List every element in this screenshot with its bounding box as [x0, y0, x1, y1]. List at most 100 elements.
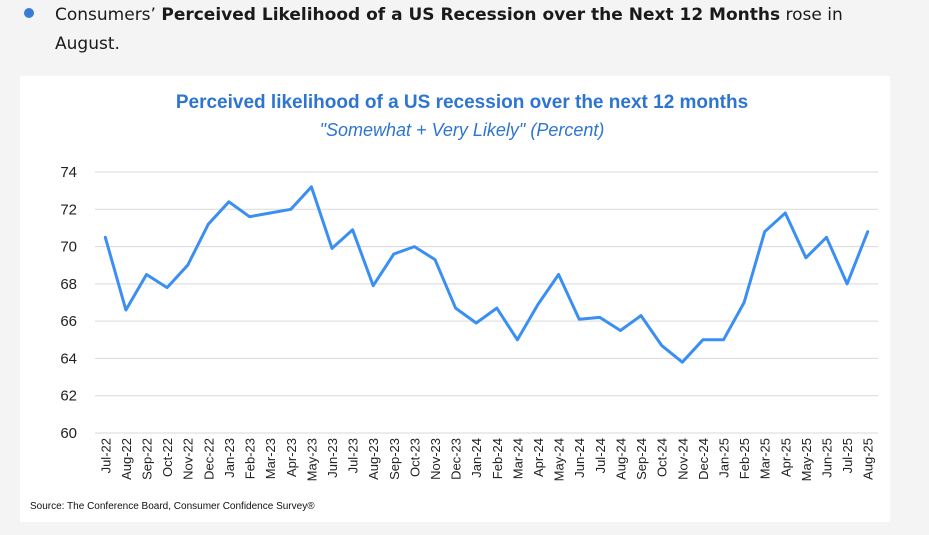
x-tick-label: Jan-24 — [469, 438, 484, 478]
y-tick-label: 64 — [60, 350, 77, 367]
data-point — [392, 252, 395, 256]
data-point — [495, 306, 499, 310]
x-axis-ticks: Jul-22 Aug-22 Sep-22 Oct-22 Nov-22 Dec-22 Jan-… — [98, 438, 875, 481]
data-point — [351, 228, 354, 231]
data-point — [454, 306, 457, 310]
series-line-group — [103, 185, 870, 364]
data-point — [557, 273, 560, 276]
data-point — [619, 329, 622, 332]
x-tick-label: Sep-22 — [140, 438, 155, 480]
data-point — [433, 258, 437, 261]
data-point — [289, 208, 292, 211]
y-tick-label: 72 — [60, 201, 77, 218]
x-tick-label: Aug-22 — [119, 438, 134, 480]
x-tick-label: Feb-25 — [737, 438, 752, 479]
data-point — [742, 301, 746, 304]
x-tick-label: Feb-23 — [243, 438, 258, 479]
data-point — [845, 282, 849, 286]
data-point — [784, 211, 787, 215]
x-tick-label: Nov-24 — [675, 438, 690, 480]
data-point — [207, 223, 210, 226]
data-point — [186, 264, 189, 267]
data-point — [124, 308, 128, 312]
x-tick-label: May-24 — [552, 438, 567, 481]
summary-bold: Perceived Likelihood of a US Recession o… — [161, 5, 781, 25]
x-tick-label: Dec-22 — [201, 438, 216, 480]
x-tick-label: Oct-22 — [160, 438, 175, 477]
x-tick-label: Dec-23 — [449, 438, 464, 480]
summary-prefix: Consumers’ — [55, 5, 162, 25]
x-tick-label: Oct-23 — [407, 438, 422, 477]
x-tick-label: Jun-25 — [819, 438, 834, 478]
data-point — [660, 344, 663, 347]
data-point — [701, 338, 705, 341]
chart-subtitle: "Somewhat + Very Likely" (Percent) — [320, 120, 605, 140]
x-tick-label: May-23 — [304, 438, 319, 481]
x-tick-label: Jan-23 — [222, 438, 237, 478]
x-tick-label: Mar-24 — [510, 438, 525, 479]
x-tick-label: Jul-24 — [593, 438, 608, 473]
data-point — [722, 338, 725, 341]
chart-source: Source: The Conference Board, Consumer C… — [30, 501, 315, 512]
x-tick-label: Apr-24 — [531, 438, 546, 477]
x-tick-label: Apr-23 — [284, 438, 299, 477]
y-axis-ticks: 60 62 64 66 68 70 72 74 — [60, 164, 77, 442]
x-tick-label: Jun-24 — [572, 438, 587, 478]
y-tick-label: 60 — [60, 425, 77, 442]
data-point — [371, 284, 375, 287]
y-tick-label: 70 — [60, 239, 77, 256]
x-tick-label: Jul-25 — [840, 438, 855, 473]
data-point — [825, 236, 828, 239]
data-point — [763, 230, 766, 233]
x-tick-label: Mar-23 — [263, 438, 278, 479]
y-tick-label: 74 — [60, 164, 77, 181]
data-point — [227, 200, 231, 204]
data-point — [516, 338, 519, 341]
gridlines — [95, 171, 878, 434]
data-point — [165, 286, 169, 289]
chart-card: Perceived likelihood of a US recession o… — [20, 76, 890, 522]
x-tick-label: Sep-24 — [634, 438, 649, 480]
recession-likelihood-chart: Perceived likelihood of a US recession o… — [60, 92, 878, 481]
x-tick-label: Aug-25 — [861, 438, 876, 480]
y-tick-label: 66 — [60, 313, 77, 330]
data-point — [145, 273, 148, 276]
x-tick-label: Dec-24 — [696, 438, 711, 480]
x-tick-label: Jun-23 — [325, 438, 340, 478]
data-point — [413, 245, 416, 248]
data-point — [330, 247, 334, 250]
data-point — [598, 316, 602, 319]
x-tick-label: Oct-24 — [655, 438, 670, 477]
data-point — [578, 318, 581, 321]
x-tick-label: Nov-23 — [428, 438, 443, 480]
data-point — [248, 215, 251, 218]
x-tick-label: Jan-25 — [716, 438, 731, 478]
x-tick-label: Nov-22 — [181, 438, 196, 480]
data-point — [681, 360, 684, 364]
y-tick-label: 68 — [60, 276, 77, 293]
bullet-dot-icon — [24, 8, 34, 18]
data-point — [104, 236, 107, 239]
data-point — [474, 321, 478, 325]
x-tick-label: Sep-23 — [387, 438, 402, 480]
x-tick-label: Mar-25 — [758, 438, 773, 479]
x-tick-label: Jul-22 — [98, 438, 113, 473]
series-line-0 — [103, 185, 870, 364]
y-tick-label: 62 — [60, 388, 77, 405]
data-point — [639, 314, 643, 317]
x-tick-label: May-25 — [799, 438, 814, 481]
x-tick-label: Aug-24 — [613, 438, 628, 480]
data-point — [310, 185, 313, 189]
data-point — [536, 303, 540, 306]
x-tick-label: Jul-23 — [346, 438, 361, 473]
x-tick-label: Aug-23 — [366, 438, 381, 480]
data-point — [268, 211, 272, 215]
data-point — [804, 256, 808, 259]
chart-title: Perceived likelihood of a US recession o… — [176, 92, 748, 113]
x-tick-label: Apr-25 — [778, 438, 793, 477]
summary-text: Consumers’ Perceived Likelihood of a US … — [55, 1, 875, 59]
summary-suffix: rose in August. — [55, 5, 843, 54]
x-tick-label: Feb-24 — [490, 438, 505, 479]
data-point — [866, 230, 869, 233]
